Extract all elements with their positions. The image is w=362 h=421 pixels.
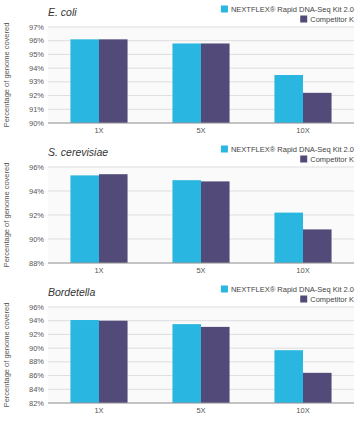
title: S. cerevisiae [48, 146, 108, 158]
y-tick-label: 96% [29, 36, 44, 45]
bar [303, 229, 332, 263]
bar [172, 43, 201, 123]
y-tick-label: 95% [29, 50, 44, 59]
y-tick-label: 90% [29, 344, 44, 353]
y-tick-label: 91% [29, 105, 44, 114]
x-tick-label: 10X [296, 406, 309, 415]
bar [99, 174, 128, 263]
plot-area [48, 167, 354, 263]
legend-swatch [300, 156, 307, 163]
x-tick-label: 5X [196, 406, 205, 415]
grid-line [48, 403, 354, 404]
legend-label: NEXTFLEX® Rapid DNA-Seq Kit 2.0 [231, 145, 354, 154]
legend-label: NEXTFLEX® Rapid DNA-Seq Kit 2.0 [231, 285, 354, 294]
bars [70, 320, 331, 403]
y-tick-label: 92% [29, 211, 44, 220]
y-tick-label: 93% [29, 77, 44, 86]
legend-swatch [221, 146, 228, 153]
grid-line [48, 307, 354, 308]
y-tick-label: 90% [29, 235, 44, 244]
panel: 90% 91% 92% 93% 94% 95% 96% 97% 1X 5X 10X Percentag… [2, 5, 354, 135]
x-tick-label: 10X [296, 126, 309, 135]
x-axis-line [48, 263, 354, 264]
x-tick-label: 10X [296, 266, 309, 275]
y-tick-label: 97% [29, 23, 44, 32]
legend-label: Competitor K [310, 155, 354, 164]
panel: 88% 90% 92% 94% 96% 1X 5X 10X Percentage of geno… [2, 145, 354, 275]
y-axis-label: Percentage of genome covered [2, 23, 11, 128]
grid-line [48, 263, 354, 264]
plot-area [48, 307, 354, 403]
x-axis-line [48, 403, 354, 404]
title: Bordetella [48, 286, 95, 298]
y-tick-label: 94% [29, 316, 44, 325]
bar [70, 320, 99, 403]
legend-swatch [221, 6, 228, 13]
panel: 82% 84% 86% 88% 90% 92% 94% 96% 1X 5X 10X Percentag… [2, 285, 354, 415]
y-tick-label: 84% [29, 385, 44, 394]
legend-swatch [221, 286, 228, 293]
bar [303, 93, 332, 123]
bar [172, 180, 201, 263]
bar [70, 175, 99, 263]
x-tick-label: 5X [196, 266, 205, 275]
x-tick-label: 1X [94, 266, 103, 275]
grid-line [48, 167, 354, 168]
legend: NEXTFLEX® Rapid DNA-Seq Kit 2.0Competito… [221, 145, 354, 164]
y-tick-label: 82% [29, 399, 44, 408]
y-tick-label: 92% [29, 91, 44, 100]
y-axis-label: Percentage of genome covered [2, 303, 11, 408]
y-tick-label: 86% [29, 371, 44, 380]
legend-swatch [300, 16, 307, 23]
bar [172, 324, 201, 403]
bar [201, 181, 230, 263]
bar [303, 373, 332, 403]
bars [70, 174, 331, 263]
bar [99, 39, 128, 123]
title: E. coli [48, 6, 77, 18]
bar [274, 75, 303, 123]
bar [201, 43, 230, 123]
y-tick-label: 96% [29, 163, 44, 172]
plot-area [48, 27, 354, 123]
bar [99, 321, 128, 403]
x-tick-label: 5X [196, 126, 205, 135]
x-axis-line [48, 123, 354, 124]
bar [201, 327, 230, 403]
y-tick-label: 94% [29, 64, 44, 73]
legend-swatch [300, 296, 307, 303]
grid-line [48, 27, 354, 28]
y-tick-label: 90% [29, 119, 44, 128]
legend: NEXTFLEX® Rapid DNA-Seq Kit 2.0Competito… [221, 285, 354, 304]
bar [274, 213, 303, 263]
y-tick-label: 96% [29, 303, 44, 312]
bar [70, 39, 99, 123]
legend-label: NEXTFLEX® Rapid DNA-Seq Kit 2.0 [231, 5, 354, 14]
x-tick-label: 1X [94, 126, 103, 135]
y-axis-label: Percentage of genome covered [2, 163, 11, 268]
bars [70, 39, 331, 123]
grid-line [48, 123, 354, 124]
legend-label: Competitor K [310, 15, 354, 24]
y-tick-label: 88% [29, 259, 44, 268]
y-tick-label: 92% [29, 330, 44, 339]
chart-root: 90% 91% 92% 93% 94% 95% 96% 97% 1X 5X 10X Percentag… [0, 0, 362, 421]
bar [274, 350, 303, 403]
legend: NEXTFLEX® Rapid DNA-Seq Kit 2.0Competito… [221, 5, 354, 24]
legend-label: Competitor K [310, 295, 354, 304]
x-tick-label: 1X [94, 406, 103, 415]
y-tick-label: 88% [29, 357, 44, 366]
y-tick-label: 94% [29, 187, 44, 196]
